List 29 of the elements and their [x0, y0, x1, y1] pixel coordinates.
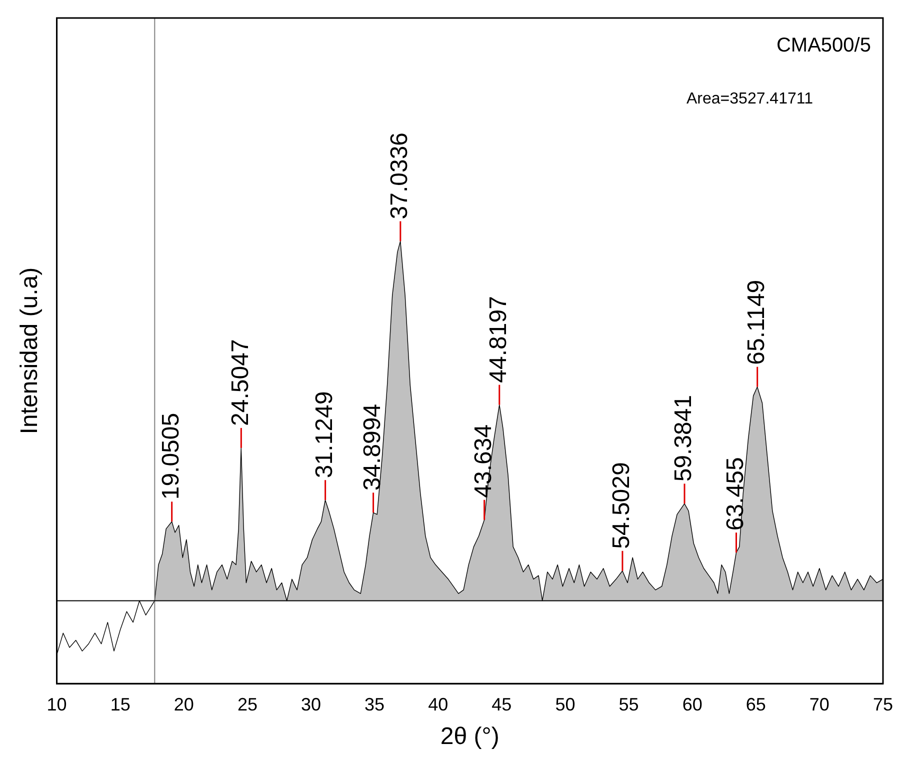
annotation: 65.1149	[742, 280, 770, 365]
annotation: 43.634	[470, 424, 497, 498]
x-tick-label: 40	[428, 694, 448, 714]
x-tick-label: 55	[618, 694, 639, 714]
annotation: 24.5047	[226, 339, 254, 426]
annotation: 44.8197	[485, 296, 512, 383]
x-tick-label: 75	[872, 694, 894, 714]
text: Area=3527.41711	[686, 90, 814, 108]
x-tick-label: 30	[300, 694, 322, 714]
x-tick-label: 60	[682, 694, 702, 714]
x-axis-title: 2θ (°)	[440, 723, 500, 750]
annotation: 34.8994	[358, 404, 386, 491]
text: CMA500/5	[776, 34, 871, 57]
y-axis-title: Intensidad (u.a)	[16, 267, 44, 434]
annotation: 54.5029	[608, 462, 636, 549]
x-tick-label: 65	[746, 694, 766, 714]
annotation: 63.455	[722, 457, 749, 531]
annotation: 31.1249	[310, 391, 338, 478]
x-tick-label: 35	[364, 694, 385, 714]
x-tick-label: 45	[492, 694, 512, 714]
x-tick-label: 20	[174, 694, 194, 714]
annotation: 19.0505	[157, 412, 184, 500]
x-tick-label: 15	[110, 694, 130, 714]
x-tick-label: 10	[46, 694, 67, 714]
x-tick-label: 50	[555, 694, 576, 714]
x-tick-label: 70	[809, 694, 830, 714]
annotation: 59.3841	[670, 394, 698, 482]
annotation: 37.0336	[386, 132, 414, 220]
x-tick-label: 25	[237, 694, 258, 714]
